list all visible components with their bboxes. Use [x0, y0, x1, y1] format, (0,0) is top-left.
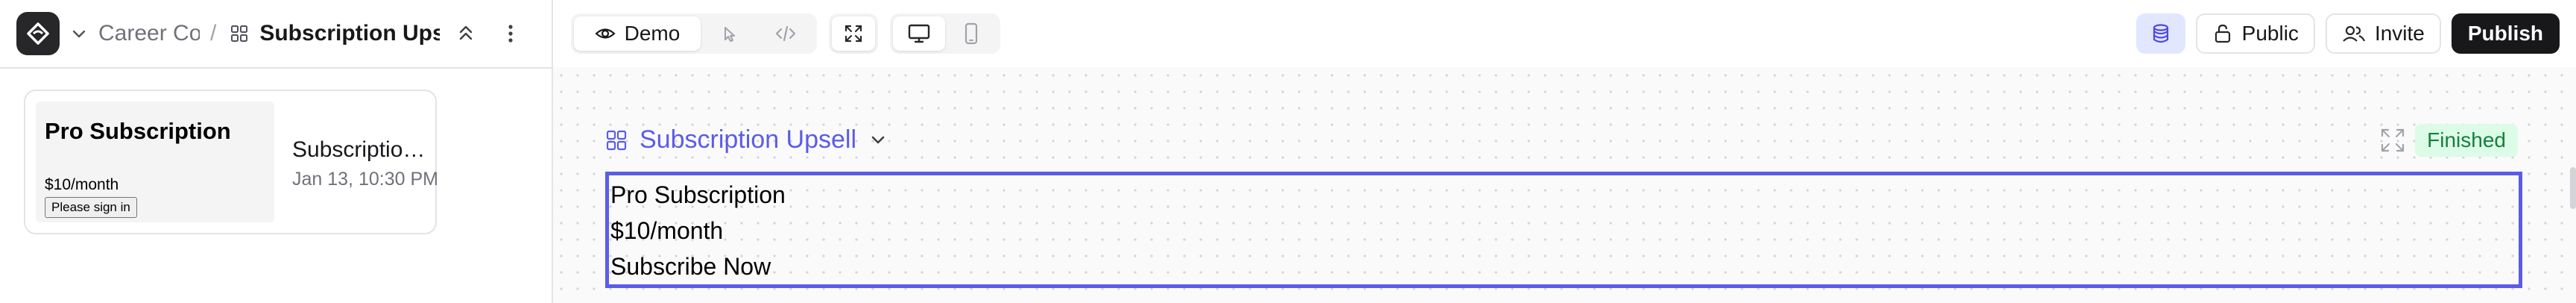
preview-title: Pro Subscription — [610, 181, 786, 209]
demo-mode-button[interactable]: Demo — [574, 16, 701, 51]
expand-icon[interactable] — [2379, 127, 2406, 154]
pointer-icon — [719, 23, 739, 44]
header-actions: Public Invite Publish — [2136, 13, 2560, 54]
component-title[interactable]: Subscription Upsell — [640, 125, 856, 154]
collapse-icon[interactable] — [455, 22, 477, 45]
fullscreen-button[interactable] — [832, 16, 875, 51]
thumbnail-signin-button: Please sign in — [45, 197, 137, 218]
component-card[interactable]: Pro Subscription $10/month Please sign i… — [24, 90, 437, 234]
lock-icon — [2212, 23, 2233, 44]
preview-price: $10/month — [610, 217, 723, 245]
chevron-down-icon[interactable] — [70, 25, 88, 43]
chevron-down-icon[interactable] — [868, 131, 888, 150]
breadcrumb-page[interactable]: Subscription Upsell — [259, 21, 440, 46]
invite-label: Invite — [2375, 22, 2425, 46]
thumbnail-title: Pro Subscription — [45, 118, 231, 145]
canvas-scrollbar[interactable] — [2570, 167, 2576, 209]
database-button[interactable] — [2136, 13, 2185, 54]
more-vertical-icon[interactable] — [499, 22, 522, 45]
component-header[interactable]: Subscription Upsell — [605, 125, 888, 154]
users-icon — [2342, 23, 2366, 44]
component-preview[interactable]: Pro Subscription $10/month Subscribe Now — [605, 172, 2522, 288]
breadcrumb-project[interactable]: Career Co — [98, 21, 200, 46]
mobile-icon — [962, 22, 980, 45]
preview-subscribe-text[interactable]: Subscribe Now — [610, 253, 771, 281]
public-label: Public — [2242, 22, 2299, 46]
publish-button[interactable]: Publish — [2452, 13, 2560, 54]
public-button[interactable]: Public — [2196, 13, 2315, 54]
code-mode-button[interactable] — [757, 16, 814, 51]
status-badge: Finished — [2415, 124, 2518, 157]
desktop-icon — [907, 23, 931, 44]
grid-icon — [605, 129, 628, 152]
database-icon — [2150, 22, 2172, 45]
app-logo-icon[interactable] — [16, 12, 60, 55]
card-title: Subscription Upsell — [292, 137, 434, 163]
code-icon — [774, 23, 797, 44]
select-mode-button[interactable] — [701, 16, 757, 51]
expand-icon — [843, 23, 864, 44]
desktop-view-button[interactable] — [893, 16, 945, 51]
view-toolbar: Demo — [571, 13, 1000, 54]
breadcrumb-separator: / — [210, 21, 216, 46]
expand-switch — [829, 13, 878, 54]
project-header: Career Co / Subscription Upsell — [0, 0, 552, 67]
card-thumbnail: Pro Subscription $10/month Please sign i… — [36, 101, 274, 222]
header-divider — [0, 67, 552, 69]
invite-button[interactable]: Invite — [2326, 13, 2441, 54]
mode-switch: Demo — [571, 13, 817, 54]
component-status: Finished — [2379, 124, 2518, 157]
eye-icon — [595, 23, 616, 44]
thumbnail-price: $10/month — [45, 176, 119, 194]
card-date: Jan 13, 10:30 PM — [292, 169, 438, 190]
demo-label: Demo — [625, 22, 681, 46]
grid-icon — [230, 24, 249, 43]
device-switch — [890, 13, 1000, 54]
mobile-view-button[interactable] — [945, 16, 997, 51]
